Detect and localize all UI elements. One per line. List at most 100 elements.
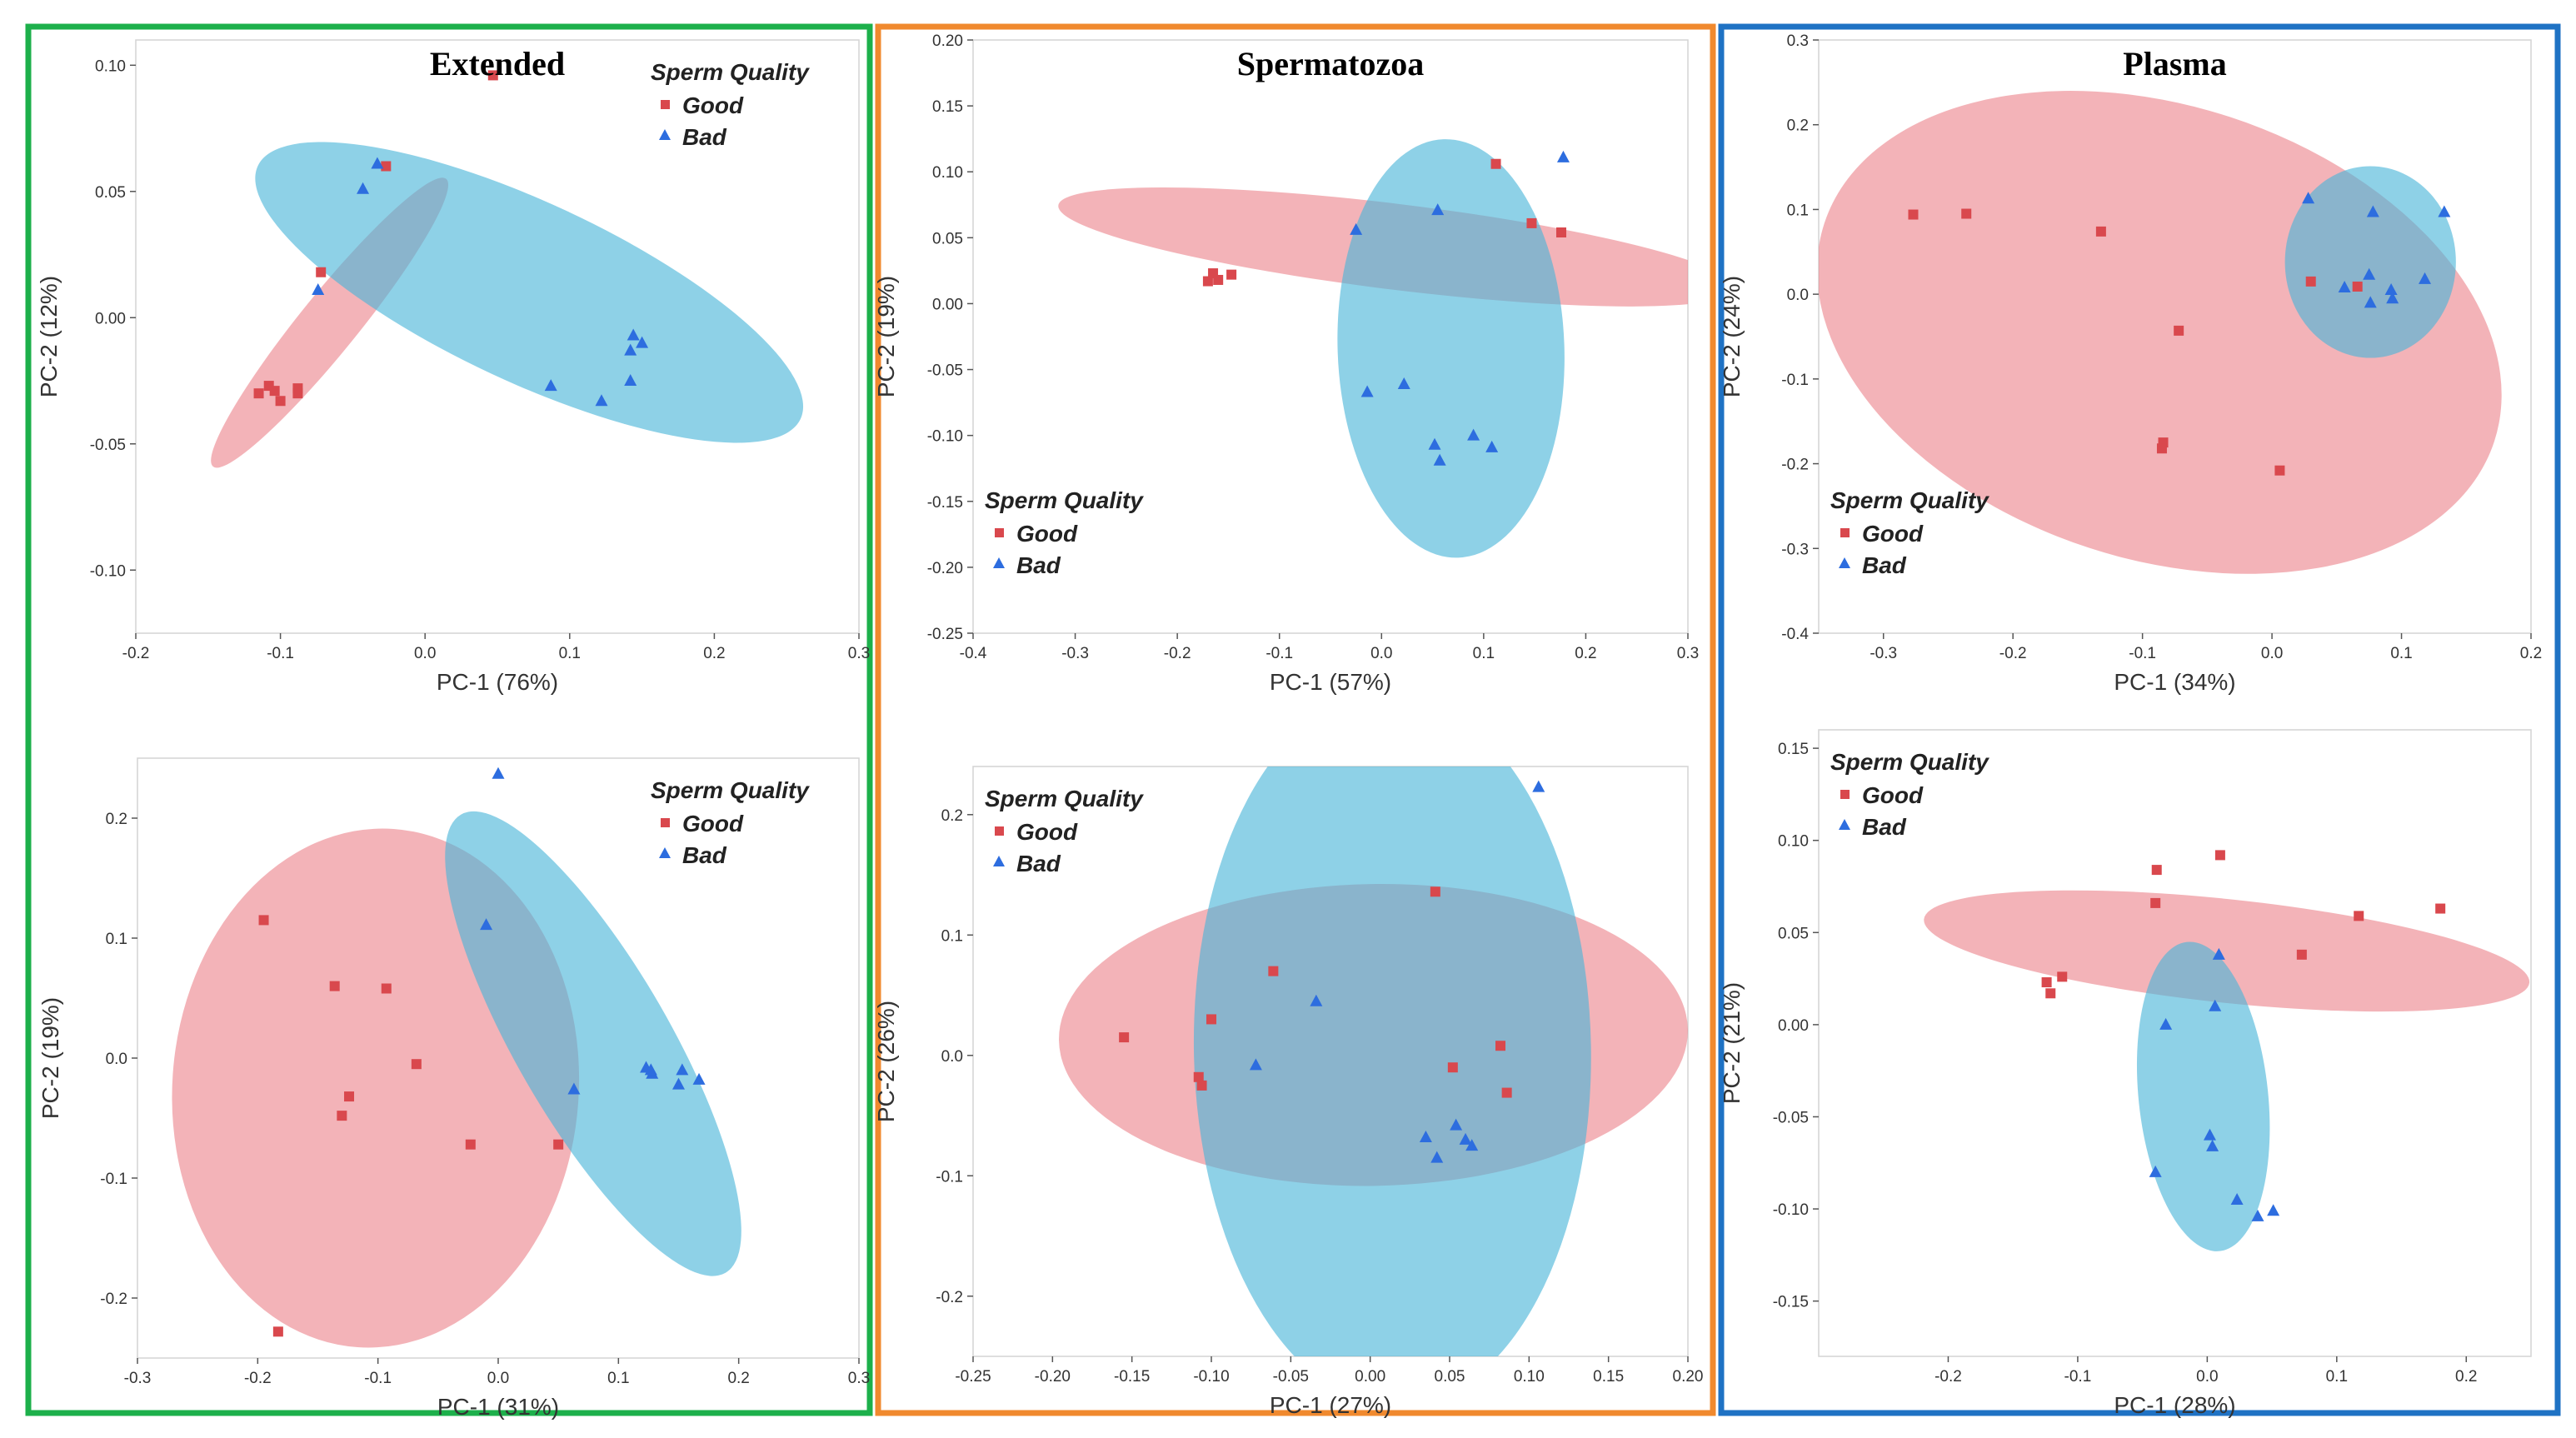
- y-tick-label: 0.0: [106, 1051, 127, 1068]
- x-tick-label: 0.1: [1473, 645, 1495, 662]
- point-bad: [1428, 437, 1441, 450]
- confidence-ellipse-bad: [1193, 766, 1591, 1356]
- charts-layer: -0.2 -0.1 0.0 0.1 0.2 0.3 -0.10 -0.05 0.00 0.05 0.…: [36, 32, 2542, 1420]
- confidence-ellipse-good: [1924, 890, 2530, 1012]
- point-good: [2057, 971, 2068, 982]
- legend: Sperm Quality Good Bad: [985, 786, 1144, 876]
- x-tick-label: 0.1: [2326, 1368, 2348, 1386]
- point-good: [1526, 217, 1537, 228]
- x-tick-label: -0.15: [1114, 1368, 1150, 1386]
- x-axis-label: PC-1 (28%): [2114, 1392, 2235, 1418]
- x-tick-label: 0.1: [559, 645, 581, 662]
- point-good: [1202, 276, 1213, 287]
- point-bad: [676, 1063, 689, 1076]
- x-tick-label: -0.20: [1035, 1368, 1071, 1386]
- x-tick-label: 0.0: [2196, 1368, 2218, 1386]
- point-good: [553, 1139, 564, 1150]
- point-bad: [2212, 947, 2225, 960]
- y-tick-label: -0.15: [927, 494, 963, 512]
- confidence-ellipse-bad: [2136, 941, 2270, 1251]
- y-tick-label: 0.05: [95, 184, 126, 202]
- x-tick-label: -0.25: [955, 1368, 991, 1386]
- frame-spermatozoa: [875, 23, 1716, 1416]
- point-bad: [2364, 296, 2377, 308]
- point-bad: [1459, 1132, 1472, 1145]
- x-tick-label: 0.2: [727, 1370, 749, 1387]
- x-tick-label: -0.10: [1193, 1368, 1229, 1386]
- point-bad: [1556, 150, 1570, 162]
- legend-title: Sperm Quality: [1830, 749, 1989, 775]
- confidence-ellipse-bad: [445, 811, 741, 1276]
- x-tick-label: -0.3: [124, 1370, 152, 1387]
- y-tick-label: 0.0: [941, 1048, 963, 1066]
- chart-extended-bottom: -0.3 -0.2 -0.1 0.0 0.1 0.2 0.3 -0.2 -0.1 0.0 0.1 0.…: [37, 757, 870, 1420]
- legend-item-good: Good: [1016, 819, 1078, 845]
- point-bad: [1433, 453, 1446, 466]
- point-good: [1226, 269, 1237, 280]
- ellipse-layer: [1819, 91, 2502, 574]
- y-axis-label: PC-2 (24%): [1719, 276, 1745, 397]
- plot-area: [972, 39, 1689, 634]
- point-good: [272, 1326, 283, 1337]
- x-tick-label: 0.2: [703, 645, 725, 662]
- panel-title: Spermatozoa: [1237, 45, 1424, 82]
- point-good: [1196, 1080, 1207, 1091]
- x-tick-label: -0.3: [1870, 645, 1897, 662]
- x-tick-label: 0.10: [1514, 1368, 1545, 1386]
- x-tick-label: -0.2: [1999, 645, 2027, 662]
- x-tick-label: 0.20: [1673, 1368, 1704, 1386]
- point-bad: [371, 157, 384, 169]
- point-good: [2354, 911, 2364, 921]
- legend-item-good: Good: [1862, 521, 1924, 547]
- legend-title: Sperm Quality: [985, 786, 1144, 811]
- chart-extended-top: -0.2 -0.1 0.0 0.1 0.2 0.3 -0.10 -0.05 0.00 0.05 0.…: [36, 39, 870, 695]
- legend: Sperm Quality Good Bad: [985, 487, 1144, 578]
- point-good: [1961, 208, 1972, 219]
- point-bad: [672, 1077, 685, 1090]
- point-bad: [567, 1082, 581, 1095]
- point-good: [2274, 465, 2285, 476]
- y-tick-label: 0.2: [941, 807, 963, 825]
- y-tick-label: 0.10: [1778, 833, 1809, 851]
- x-tick-label: 0.0: [487, 1370, 509, 1387]
- x-tick-label: 0.3: [1677, 645, 1699, 662]
- point-bad: [1450, 1118, 1463, 1131]
- y-tick-label: -0.15: [1773, 1294, 1809, 1311]
- legend-marker-bad: [993, 557, 1005, 568]
- point-good: [1501, 1087, 1512, 1098]
- point-bad: [644, 1063, 657, 1076]
- legend-marker-bad: [659, 847, 671, 858]
- y-tick-label: -0.2: [1781, 457, 1809, 474]
- point-good: [2435, 903, 2446, 914]
- point-good: [2045, 988, 2056, 999]
- x-tick-label: -0.3: [1061, 645, 1089, 662]
- point-good: [1193, 1071, 1204, 1082]
- y-tick-label: 0.00: [932, 296, 963, 313]
- x-tick-label: 0.3: [848, 1370, 870, 1387]
- point-good: [1908, 209, 1919, 220]
- point-good: [1430, 886, 1440, 897]
- legend-item-bad: Bad: [1862, 552, 1907, 578]
- confidence-ellipse-bad: [1337, 139, 1565, 558]
- x-tick-label: -0.2: [244, 1370, 272, 1387]
- point-bad: [1431, 203, 1445, 216]
- point-bad: [1485, 440, 1499, 452]
- chart-spermatozoa-top: -0.4 -0.3 -0.2 -0.1 0.0 0.1 0.2 0.3 -0.25 -0.20 -0…: [873, 32, 1699, 695]
- chart-spermatozoa-bottom: -0.25 -0.20 -0.15 -0.10 -0.05 0.00 0.05 0.10 0.1…: [873, 766, 1704, 1418]
- chart-plasma-bottom: -0.2 -0.1 0.0 0.1 0.2 -0.15 -0.10 -0.05 0.00 0.05…: [1719, 729, 2532, 1418]
- legend-marker-bad: [659, 129, 671, 140]
- y-tick-label: -0.2: [100, 1291, 127, 1308]
- legend-marker-good: [995, 528, 1004, 537]
- point-bad: [1419, 1131, 1432, 1143]
- legend-marker-good: [1840, 528, 1850, 537]
- point-good: [2156, 443, 2167, 454]
- point-bad: [2230, 1193, 2244, 1205]
- point-bad: [480, 918, 493, 931]
- x-tick-label: -0.4: [960, 645, 987, 662]
- x-axis-label: PC-1 (76%): [437, 669, 558, 695]
- point-bad: [1430, 1151, 1444, 1163]
- point-bad: [1249, 1058, 1262, 1071]
- y-tick-label: 0.10: [95, 57, 126, 75]
- point-bad: [2267, 1204, 2280, 1216]
- point-bad: [624, 374, 637, 387]
